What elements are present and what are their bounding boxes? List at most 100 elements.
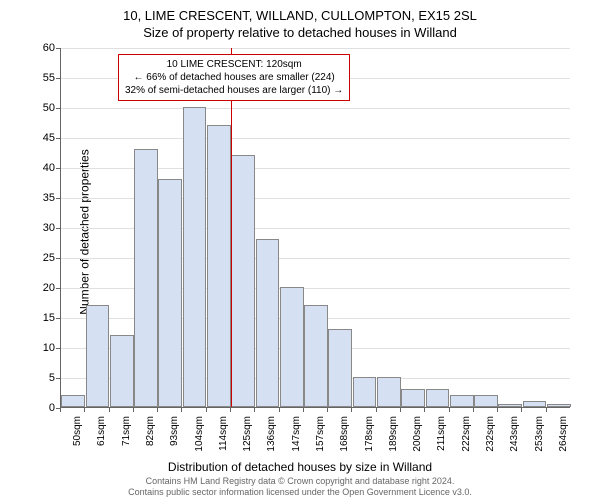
y-tick-mark: [56, 348, 60, 349]
x-tick-mark: [133, 408, 134, 412]
x-tick-mark: [181, 408, 182, 412]
x-tick-label: 222sqm: [461, 416, 472, 456]
x-tick-mark: [109, 408, 110, 412]
y-tick-mark: [56, 228, 60, 229]
x-tick-mark: [206, 408, 207, 412]
annotation-line-1: 10 LIME CRESCENT: 120sqm: [125, 58, 343, 71]
histogram-bar: [280, 287, 304, 407]
y-tick-label: 30: [30, 222, 55, 234]
x-tick-label: 50sqm: [72, 416, 83, 456]
y-tick-mark: [56, 318, 60, 319]
x-tick-label: 189sqm: [388, 416, 399, 456]
x-tick-label: 93sqm: [169, 416, 180, 456]
histogram-bar: [110, 335, 134, 407]
histogram-chart: 10, LIME CRESCENT, WILLAND, CULLOMPTON, …: [0, 0, 600, 500]
y-tick-label: 10: [30, 342, 55, 354]
reference-line: [231, 48, 232, 407]
x-tick-mark: [60, 408, 61, 412]
x-tick-label: 71sqm: [121, 416, 132, 456]
y-tick-label: 25: [30, 252, 55, 264]
histogram-bar: [547, 404, 571, 407]
x-tick-label: 264sqm: [558, 416, 569, 456]
x-tick-mark: [473, 408, 474, 412]
x-tick-label: 114sqm: [218, 416, 229, 456]
y-tick-label: 20: [30, 282, 55, 294]
x-tick-mark: [303, 408, 304, 412]
histogram-bar: [134, 149, 158, 407]
annotation-line-3: 32% of semi-detached houses are larger (…: [125, 84, 343, 97]
footer-line-2: Contains public sector information licen…: [0, 487, 600, 498]
x-tick-mark: [449, 408, 450, 412]
x-tick-label: 243sqm: [509, 416, 520, 456]
x-tick-label: 253sqm: [534, 416, 545, 456]
x-tick-label: 168sqm: [339, 416, 350, 456]
y-tick-label: 15: [30, 312, 55, 324]
x-tick-mark: [351, 408, 352, 412]
y-tick-label: 55: [30, 72, 55, 84]
x-tick-label: 104sqm: [194, 416, 205, 456]
y-tick-mark: [56, 168, 60, 169]
x-tick-label: 232sqm: [485, 416, 496, 456]
gridline: [61, 108, 570, 109]
histogram-bar: [61, 395, 85, 407]
histogram-bar: [474, 395, 498, 407]
x-tick-mark: [254, 408, 255, 412]
histogram-bar: [377, 377, 401, 407]
histogram-bar: [328, 329, 352, 407]
x-tick-label: 211sqm: [436, 416, 447, 456]
x-tick-label: 125sqm: [242, 416, 253, 456]
x-tick-mark: [327, 408, 328, 412]
y-tick-mark: [56, 288, 60, 289]
x-tick-mark: [546, 408, 547, 412]
x-tick-label: 61sqm: [96, 416, 107, 456]
y-tick-mark: [56, 258, 60, 259]
x-tick-mark: [84, 408, 85, 412]
histogram-bar: [231, 155, 255, 407]
histogram-bar: [498, 404, 522, 407]
y-tick-label: 0: [30, 402, 55, 414]
gridline: [61, 138, 570, 139]
y-tick-mark: [56, 78, 60, 79]
plot-area: [60, 48, 570, 408]
histogram-bar: [353, 377, 377, 407]
y-tick-label: 50: [30, 102, 55, 114]
annotation-line-2: ← 66% of detached houses are smaller (22…: [125, 71, 343, 84]
histogram-bar: [158, 179, 182, 407]
x-axis-label: Distribution of detached houses by size …: [0, 460, 600, 474]
chart-title-sub: Size of property relative to detached ho…: [0, 23, 600, 40]
x-tick-mark: [279, 408, 280, 412]
x-tick-label: 200sqm: [412, 416, 423, 456]
y-tick-label: 45: [30, 132, 55, 144]
x-tick-mark: [424, 408, 425, 412]
footer-attribution: Contains HM Land Registry data © Crown c…: [0, 476, 600, 498]
y-tick-mark: [56, 108, 60, 109]
x-tick-mark: [230, 408, 231, 412]
x-tick-mark: [521, 408, 522, 412]
histogram-bar: [450, 395, 474, 407]
histogram-bar: [183, 107, 207, 407]
x-tick-mark: [497, 408, 498, 412]
y-tick-label: 5: [30, 372, 55, 384]
x-tick-label: 157sqm: [315, 416, 326, 456]
histogram-bar: [523, 401, 547, 407]
chart-title-main: 10, LIME CRESCENT, WILLAND, CULLOMPTON, …: [0, 0, 600, 23]
y-tick-label: 60: [30, 42, 55, 54]
y-tick-mark: [56, 48, 60, 49]
footer-line-1: Contains HM Land Registry data © Crown c…: [0, 476, 600, 487]
x-tick-mark: [157, 408, 158, 412]
histogram-bar: [426, 389, 450, 407]
y-tick-label: 40: [30, 162, 55, 174]
histogram-bar: [304, 305, 328, 407]
x-tick-label: 178sqm: [364, 416, 375, 456]
histogram-bar: [86, 305, 110, 407]
y-tick-mark: [56, 378, 60, 379]
x-tick-label: 147sqm: [291, 416, 302, 456]
histogram-bar: [207, 125, 231, 407]
y-tick-label: 35: [30, 192, 55, 204]
x-tick-label: 136sqm: [266, 416, 277, 456]
y-tick-mark: [56, 198, 60, 199]
x-tick-mark: [400, 408, 401, 412]
gridline: [61, 48, 570, 49]
y-tick-mark: [56, 138, 60, 139]
histogram-bar: [401, 389, 425, 407]
